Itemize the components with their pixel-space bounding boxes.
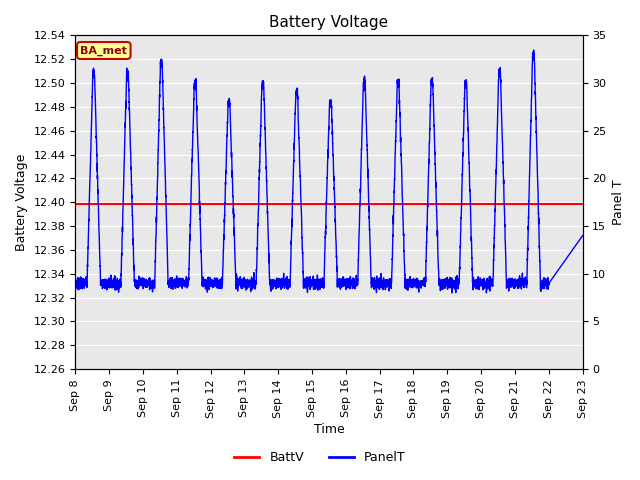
Title: Battery Voltage: Battery Voltage	[269, 15, 388, 30]
Y-axis label: Panel T: Panel T	[612, 180, 625, 225]
Text: BA_met: BA_met	[81, 45, 127, 56]
Y-axis label: Battery Voltage: Battery Voltage	[15, 154, 28, 251]
Legend: BattV, PanelT: BattV, PanelT	[229, 446, 411, 469]
X-axis label: Time: Time	[314, 423, 344, 436]
